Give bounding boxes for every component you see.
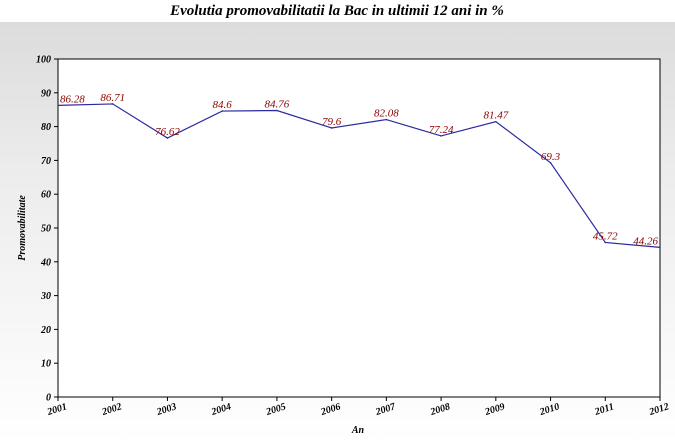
data-label: 81.47 [483,110,508,122]
y-tick-label: 100 [36,55,51,66]
data-label: 77.24 [429,124,454,136]
chart-title: Evolutia promovabilitatii la Bac in ulti… [169,3,504,19]
data-labels: 86.28 86.71 76.62 84.6 84.76 79.6 82.08 77.24 81… [60,92,659,247]
y-tick-label: 50 [41,224,51,235]
data-label: 45.72 [593,230,618,242]
data-point [495,120,497,123]
data-point [440,135,442,137]
data-label: 79.6 [322,116,342,128]
series-line [57,103,661,248]
data-point [659,246,661,249]
data-point [604,241,607,244]
data-point [385,118,388,121]
y-tick-label: 30 [40,291,51,302]
data-label: 84.76 [265,99,290,111]
y-tick-label: 70 [41,156,51,167]
data-point [276,109,278,112]
y-tick-label: 40 [40,257,51,268]
y-tick-label: 60 [41,190,51,201]
data-point [166,137,169,139]
y-axis-label: Promovabilitate [17,195,28,261]
y-tick-label: 80 [41,122,51,133]
data-label: 82.08 [374,108,399,120]
data-point [57,104,59,107]
data-point [330,127,333,129]
y-tick-label: 90 [41,88,51,99]
plot-area [57,58,661,398]
data-label: 86.71 [100,92,125,104]
data-label: 44.26 [633,235,658,247]
y-axis-ticks: 0 10 20 30 40 50 60 70 80 90 100 [36,55,58,404]
series-promovabilitate [57,103,661,249]
y-tick-label: 20 [40,325,51,336]
x-axis-label: An [351,425,365,436]
data-label: 69.3 [541,151,561,163]
data-label: 76.62 [155,126,180,138]
y-tick-label: 10 [41,359,51,370]
data-point [221,110,223,112]
data-point [111,103,114,105]
y-tick-label: 0 [46,393,51,404]
data-label: 86.28 [60,93,85,105]
data-label: 84.6 [213,99,233,111]
data-point [549,161,552,164]
